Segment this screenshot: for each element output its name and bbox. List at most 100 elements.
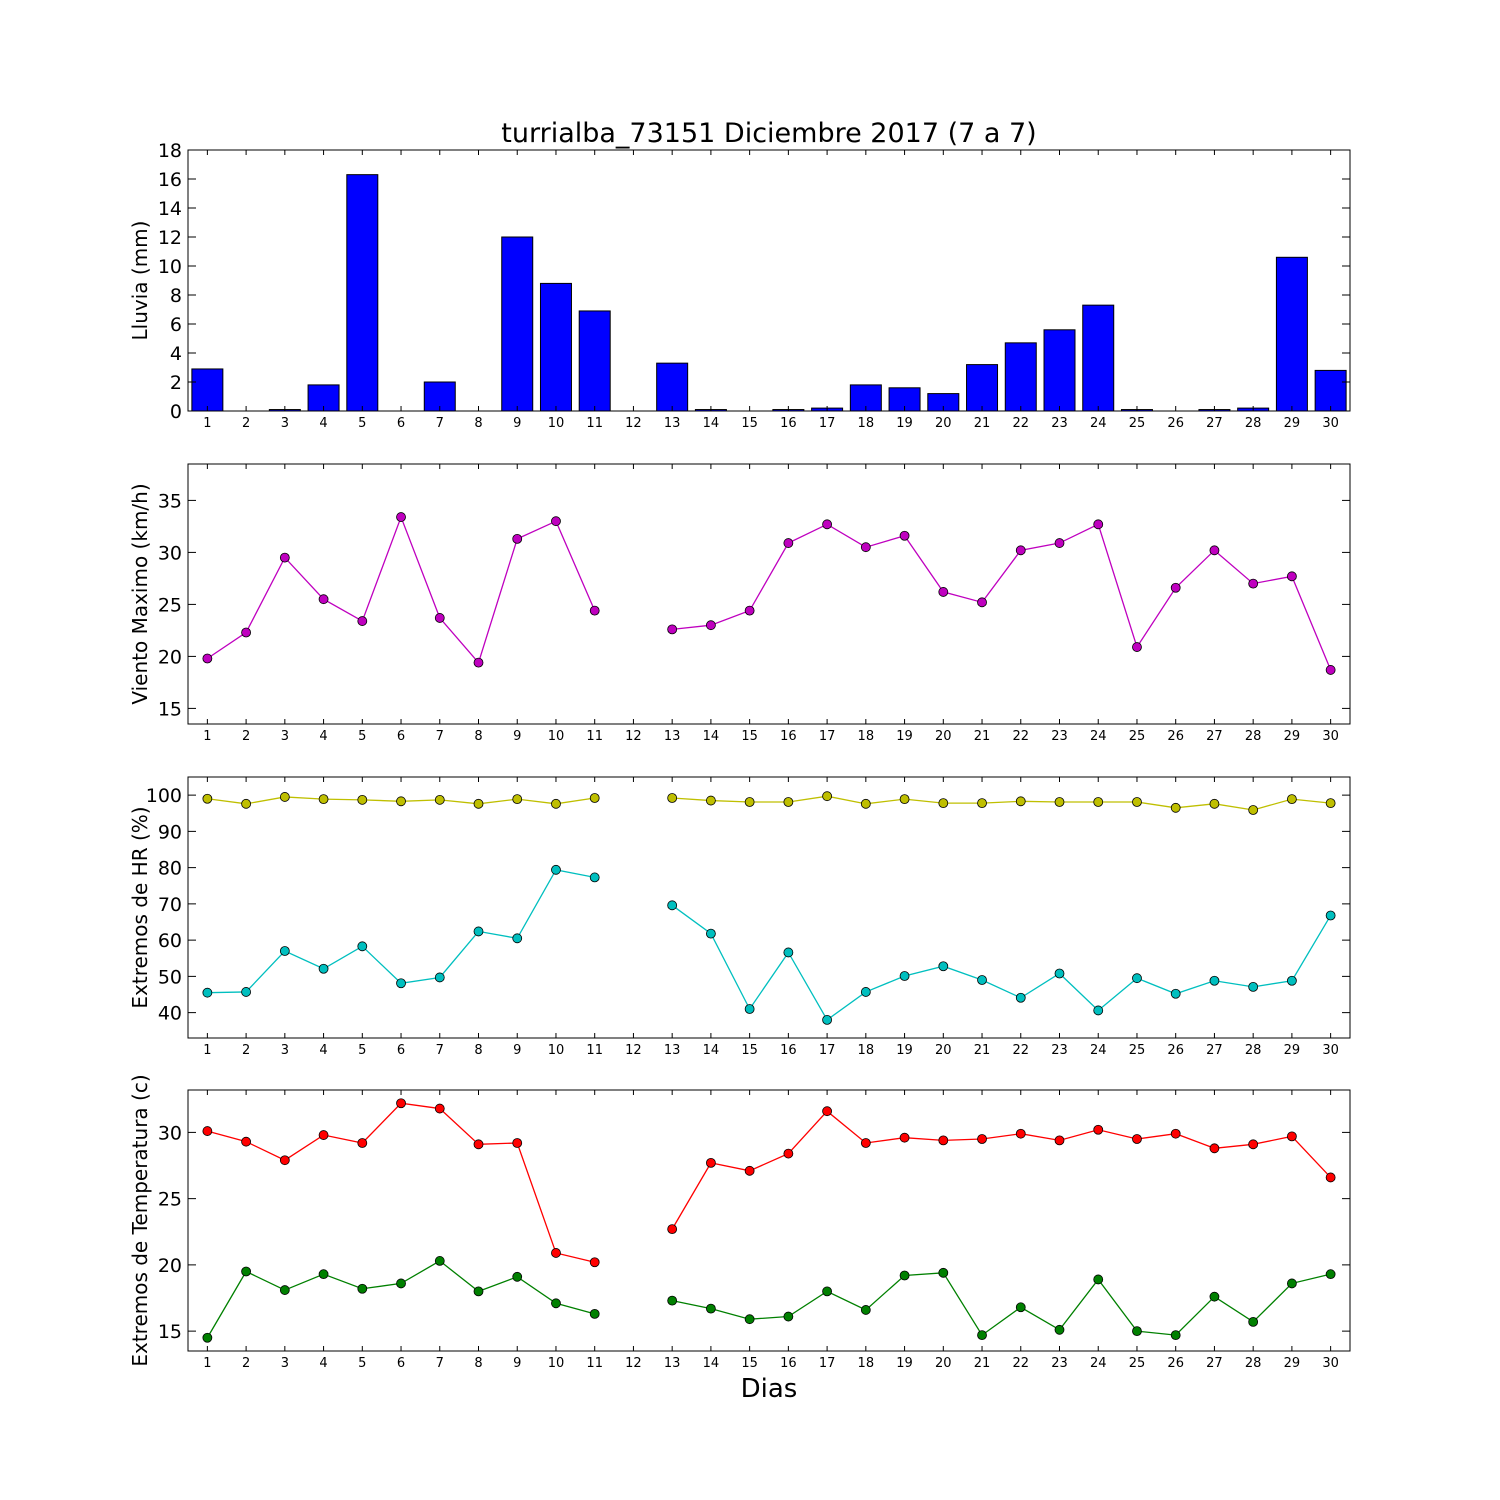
bar-day-23 bbox=[1043, 329, 1076, 412]
series-2-point-day-10 bbox=[551, 1298, 561, 1309]
series-1-point-day-20 bbox=[938, 798, 949, 808]
series-1-point-day-4 bbox=[318, 594, 329, 605]
series-2-point-day-13 bbox=[667, 1295, 678, 1306]
series-1-point-day-15 bbox=[744, 1165, 755, 1176]
series-2-line-1 bbox=[207, 869, 595, 994]
series-2-point-day-29 bbox=[1287, 975, 1297, 986]
x-tick-label: 19 bbox=[896, 729, 913, 744]
series-2-point-day-25 bbox=[1132, 1326, 1142, 1337]
x-tick-label: 23 bbox=[1051, 416, 1068, 431]
x-tick-label: 8 bbox=[474, 1043, 482, 1058]
series-2-point-day-9 bbox=[512, 933, 523, 944]
panel-4: 1 2 3 4 5 6 7 8 9 10 11 12 13 14 15 16 17 18 19 20 21 22 23 24 2… bbox=[128, 1074, 1351, 1404]
series-1-point-day-2 bbox=[241, 798, 252, 809]
series-1-point-day-20 bbox=[938, 587, 949, 597]
series-1-point-day-14 bbox=[706, 620, 716, 631]
x-tick-label: 11 bbox=[586, 729, 603, 744]
x-tick-label: 10 bbox=[548, 729, 565, 744]
series-1-point-day-14 bbox=[706, 1157, 716, 1168]
series-1-point-day-21 bbox=[977, 597, 987, 608]
x-tick-label: 26 bbox=[1167, 1043, 1184, 1058]
x-tick-label: 4 bbox=[319, 1043, 327, 1058]
series-1-point-day-25 bbox=[1132, 1134, 1142, 1144]
series-1-point-day-16 bbox=[783, 538, 794, 548]
series-2-point-day-18 bbox=[860, 1305, 871, 1315]
x-tick-label: 13 bbox=[664, 729, 681, 744]
y-tick-label: 2 bbox=[170, 372, 182, 394]
series-1-point-day-15 bbox=[744, 605, 755, 616]
x-tick-label: 8 bbox=[474, 729, 482, 744]
series-2-point-day-17 bbox=[822, 1014, 832, 1025]
series-1-point-day-3 bbox=[279, 1155, 290, 1166]
series-2-point-day-8 bbox=[473, 926, 484, 937]
axes-frame bbox=[187, 1089, 1351, 1352]
bar-day-4 bbox=[307, 384, 340, 412]
y-tick-label: 16 bbox=[158, 169, 182, 191]
x-tick-label: 23 bbox=[1051, 1356, 1068, 1371]
x-tick-label: 2 bbox=[242, 729, 250, 744]
x-tick-label: 27 bbox=[1206, 729, 1223, 744]
x-tick-label: 4 bbox=[319, 729, 327, 744]
series-1-point-day-11 bbox=[589, 1257, 600, 1268]
series-1-point-day-27 bbox=[1209, 545, 1220, 556]
x-tick-label: 27 bbox=[1206, 1043, 1223, 1058]
y-tick-label: 50 bbox=[158, 966, 182, 988]
x-tick-label: 20 bbox=[935, 1043, 952, 1058]
series-2-point-day-15 bbox=[744, 1004, 755, 1014]
x-tick-label: 2 bbox=[242, 1356, 250, 1371]
x-tick-label: 18 bbox=[858, 1043, 875, 1058]
series-1-point-day-1 bbox=[202, 1126, 213, 1136]
panel-3: 1 2 3 4 5 6 7 8 9 10 11 12 13 14 15 16 17 18 19 20 21 22 23 24 2… bbox=[128, 776, 1351, 1058]
series-1-line-2 bbox=[672, 795, 1331, 811]
y-tick-label: 30 bbox=[158, 542, 182, 564]
x-tick-label: 15 bbox=[741, 1043, 758, 1058]
y-tick-label: 10 bbox=[158, 256, 182, 278]
series-2-point-day-22 bbox=[1015, 1302, 1026, 1313]
bar-day-9 bbox=[501, 236, 534, 412]
axes-frame bbox=[187, 149, 1351, 412]
series-2-point-day-3 bbox=[279, 946, 290, 956]
series-2-point-day-22 bbox=[1015, 992, 1026, 1003]
x-tick-label: 21 bbox=[974, 1043, 991, 1058]
series-1-point-day-4 bbox=[318, 1130, 329, 1140]
x-tick-label: 4 bbox=[319, 416, 327, 431]
series-2-point-day-21 bbox=[977, 1330, 987, 1340]
x-tick-label: 8 bbox=[474, 416, 482, 431]
series-1-point-day-22 bbox=[1015, 1128, 1026, 1139]
series-1-point-day-1 bbox=[202, 653, 213, 664]
y-tick-label: 20 bbox=[158, 1255, 182, 1277]
x-tick-label: 14 bbox=[703, 416, 720, 431]
x-tick-label: 30 bbox=[1322, 1043, 1339, 1058]
series-1-point-day-6 bbox=[396, 512, 406, 522]
y-tick-label: 40 bbox=[158, 1003, 182, 1025]
x-tick-label: 16 bbox=[780, 1356, 797, 1371]
axes-frame bbox=[187, 776, 1351, 1039]
x-tick-label: 26 bbox=[1167, 416, 1184, 431]
series-1-point-day-8 bbox=[473, 1139, 484, 1150]
series-1-point-day-3 bbox=[279, 792, 290, 802]
x-tick-label: 5 bbox=[358, 729, 366, 744]
series-2-line-1 bbox=[206, 1260, 595, 1339]
x-tick-label: 3 bbox=[281, 1356, 289, 1371]
x-tick-label: 5 bbox=[358, 1043, 366, 1058]
x-tick-label: 28 bbox=[1245, 1356, 1262, 1371]
y-axis-label: Viento Maximo (km/h) bbox=[128, 483, 152, 704]
series-1-point-day-30 bbox=[1325, 665, 1336, 675]
series-1-point-day-22 bbox=[1015, 796, 1026, 807]
x-tick-label: 22 bbox=[1012, 729, 1029, 744]
series-2-point-day-2 bbox=[241, 987, 252, 997]
y-tick-label: 80 bbox=[158, 858, 182, 880]
x-axis-label: Dias bbox=[741, 1374, 798, 1404]
x-tick-label: 24 bbox=[1090, 729, 1107, 744]
x-tick-label: 3 bbox=[281, 729, 289, 744]
x-tick-label: 14 bbox=[703, 729, 720, 744]
x-tick-label: 5 bbox=[358, 1356, 366, 1371]
series-2-point-day-19 bbox=[899, 971, 910, 981]
series-1-point-day-9 bbox=[512, 533, 523, 544]
x-tick-label: 21 bbox=[974, 729, 991, 744]
series-1-point-day-21 bbox=[977, 1134, 987, 1144]
series-2-point-day-13 bbox=[667, 900, 678, 911]
y-tick-label: 8 bbox=[170, 285, 182, 307]
series-1-point-day-2 bbox=[241, 627, 252, 638]
series-1-point-day-9 bbox=[512, 1138, 523, 1148]
